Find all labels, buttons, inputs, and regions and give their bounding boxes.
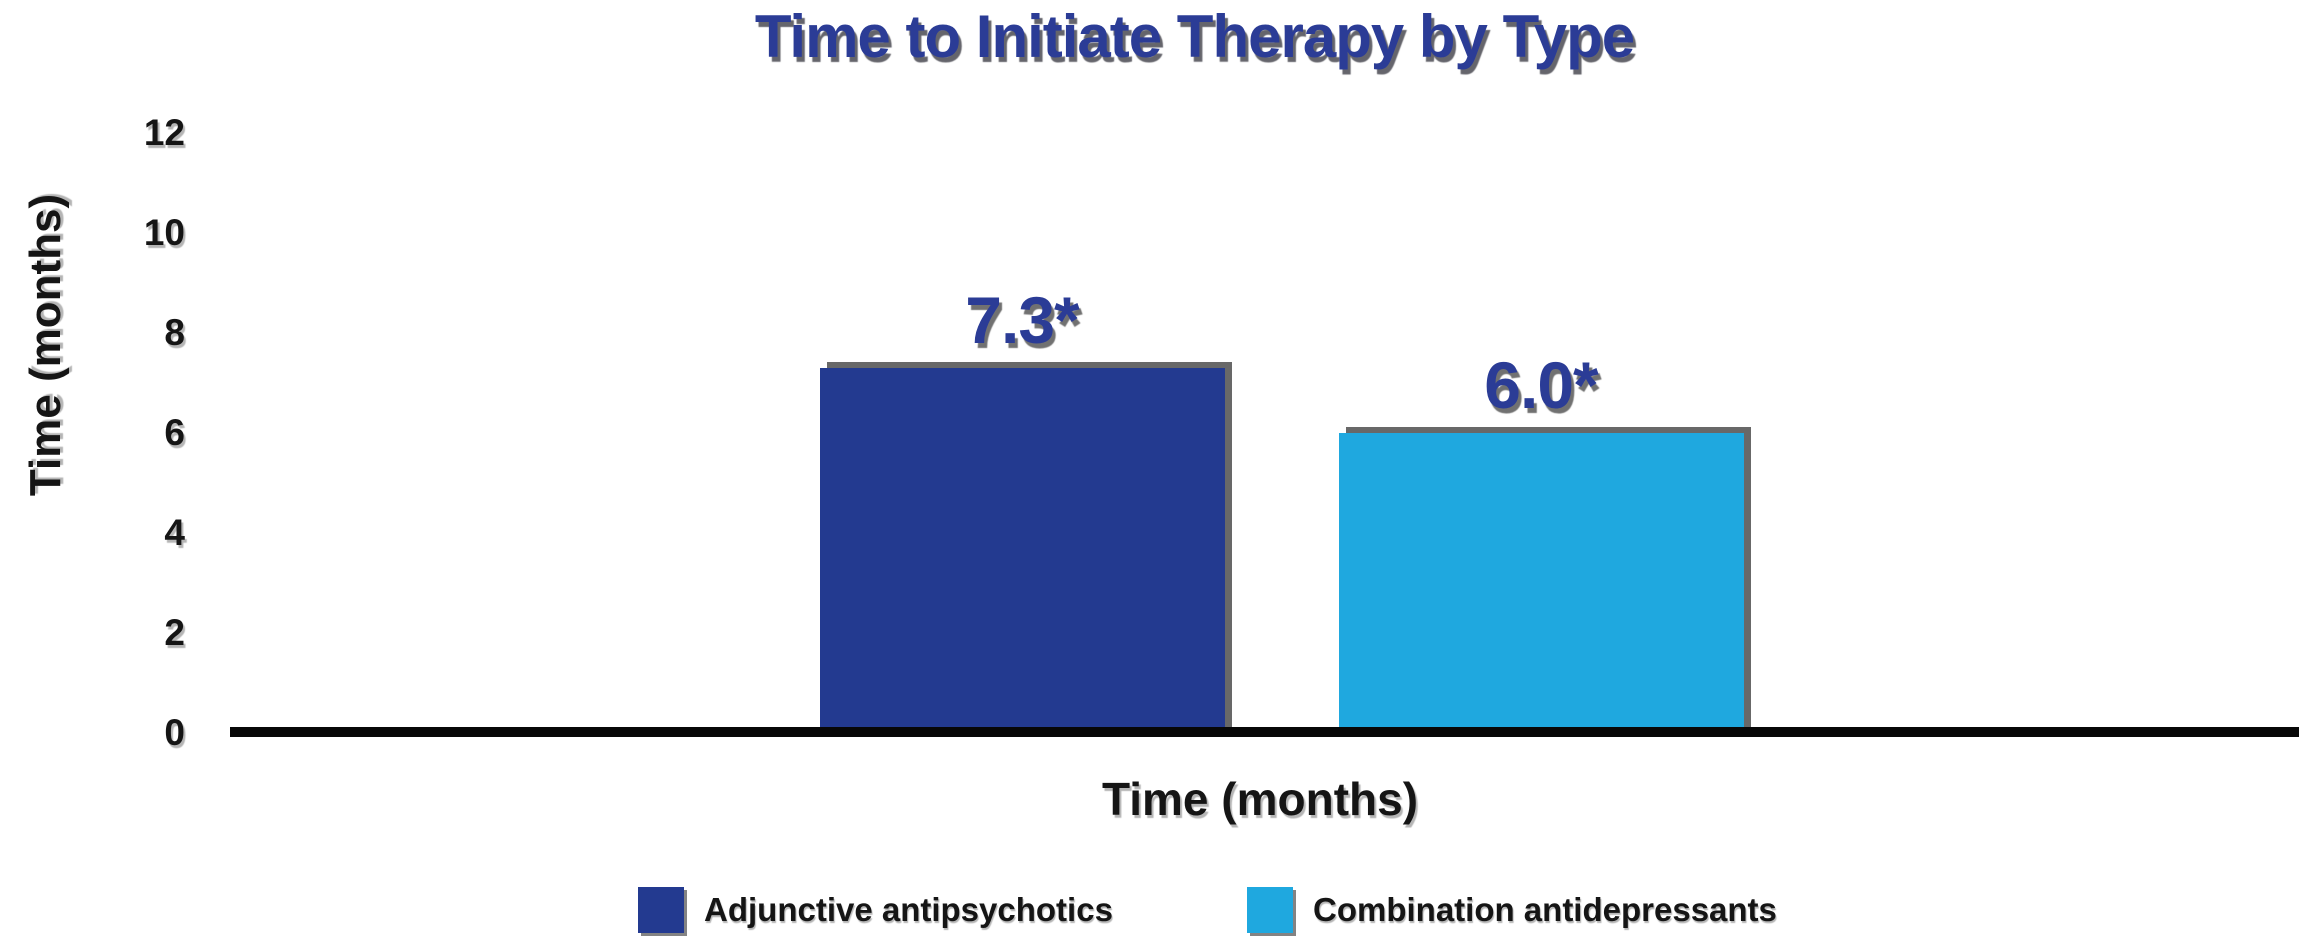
bar-value-label: 6.0* (1484, 348, 1598, 422)
legend-item: Combination antidepressants (1247, 887, 1777, 933)
legend-label: Combination antidepressants (1313, 891, 1777, 928)
y-tick-label: 12 (143, 112, 185, 153)
y-tick-label: 0 (164, 712, 185, 753)
y-tick-label: 6 (164, 412, 185, 453)
bar (819, 368, 1225, 733)
legend-swatch (1247, 887, 1293, 933)
y-tick-label: 2 (164, 612, 185, 653)
y-axis-label: Time (months) (21, 193, 70, 497)
legend-label: Adjunctive antipsychotics (704, 891, 1113, 928)
legend-swatch (638, 887, 684, 933)
x-axis-label: Time (months) (1101, 773, 1419, 825)
y-tick-label: 8 (164, 312, 185, 353)
y-tick-label: 10 (143, 212, 185, 253)
x-axis-line (230, 727, 2299, 737)
y-tick-label: 4 (164, 512, 185, 553)
legend-item: Adjunctive antipsychotics (638, 887, 1113, 933)
chart-title: Time to Initiate Therapy by Type (754, 3, 1635, 70)
bar (1338, 433, 1744, 733)
bar-value-label: 7.3* (965, 283, 1079, 357)
